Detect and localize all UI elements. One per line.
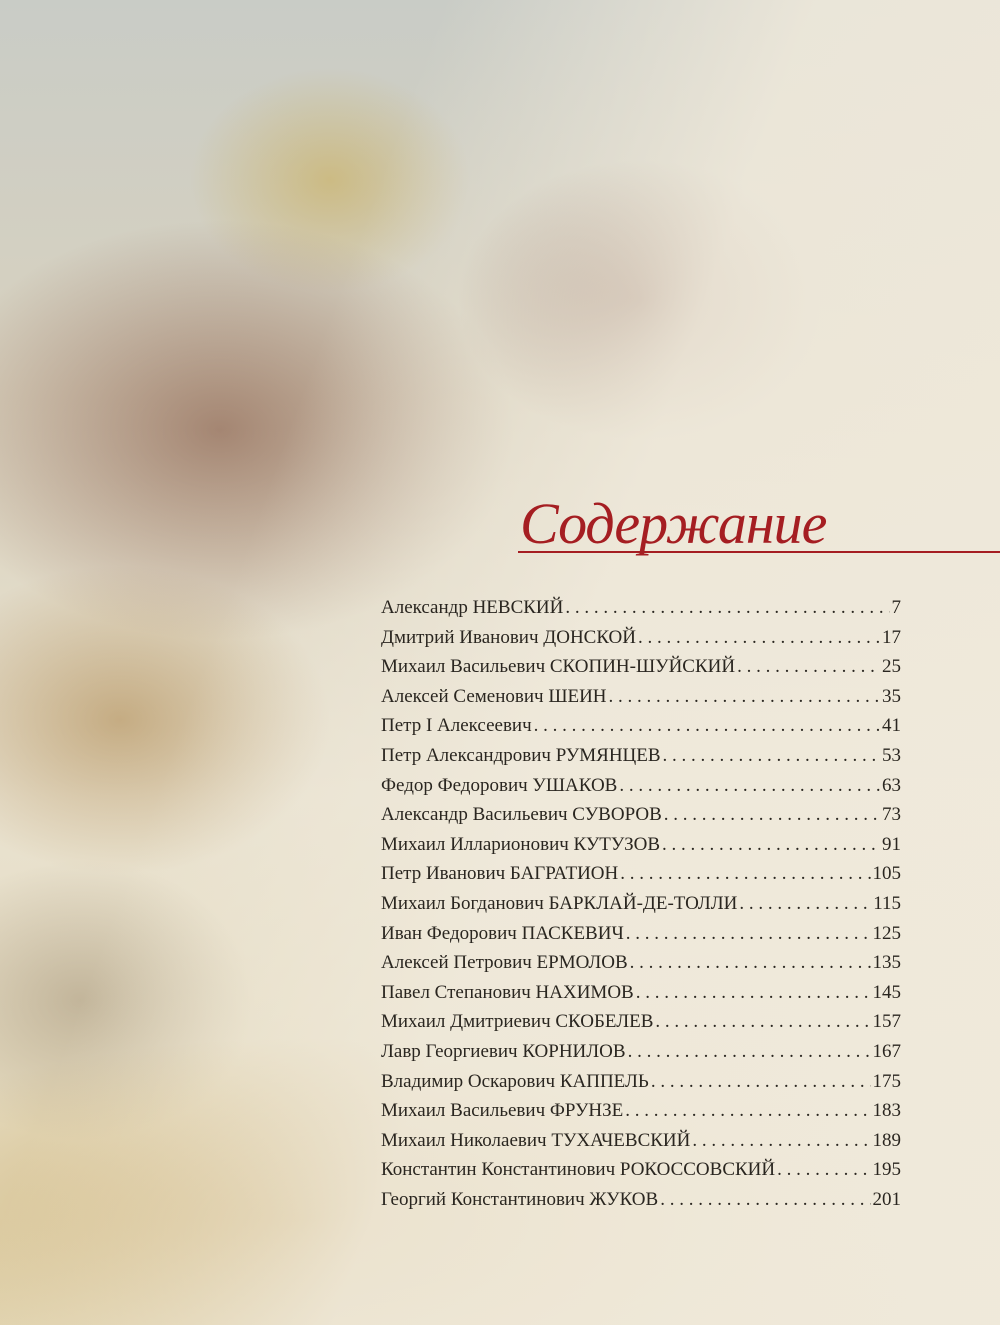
toc-entry-name: Владимир Оскарович КАППЕЛЬ [381,1070,649,1092]
dot-leader [663,745,880,767]
toc-entry-name: Михаил Дмитриевич СКОБЕЛЕВ [381,1011,654,1033]
toc-entry-name: Дмитрий Иванович ДОНСКОЙ [381,626,636,648]
dot-leader [534,715,880,737]
toc-entry[interactable]: Александр Васильевич СУВОРОВ 73 [381,804,901,834]
dot-leader [662,834,880,856]
toc-entry-page: 145 [872,981,902,1003]
toc-entry-page: 25 [882,656,901,678]
dot-leader [664,804,880,826]
toc-entry-name: Лавр Георгиевич КОРНИЛОВ [381,1040,626,1062]
toc-entry-page: 73 [882,804,901,826]
dot-leader [626,923,871,945]
toc-entry-page: 63 [882,774,901,796]
toc-entry-page: 125 [872,922,902,944]
toc-entry-page: 17 [882,626,901,648]
toc-entry[interactable]: Лавр Георгиевич КОРНИЛОВ 167 [381,1041,901,1071]
table-of-contents: Александр НЕВСКИЙ 7 Дмитрий Иванович ДОНСК… [381,597,901,1218]
toc-entry-name: Александр НЕВСКИЙ [381,597,564,618]
toc-entry-page: 201 [872,1188,902,1210]
toc-entry[interactable]: Михаил Дмитриевич СКОБЕЛЕВ 157 [381,1011,901,1041]
toc-entry[interactable]: Петр Александрович РУМЯНЦЕВ 53 [381,745,901,775]
toc-entry-page: 167 [872,1040,902,1062]
toc-entry-page: 115 [873,892,901,914]
toc-entry-page: 41 [882,715,901,737]
toc-entry-name: Петр I Алексеевич [381,715,532,737]
toc-entry[interactable]: Петр I Алексеевич 41 [381,715,901,745]
toc-entry[interactable]: Павел Степанович НАХИМОВ 145 [381,982,901,1012]
toc-entry-page: 35 [882,685,901,707]
toc-entry-name: Петр Иванович БАГРАТИОН [381,863,619,885]
toc-entry-name: Георгий Константинович ЖУКОВ [381,1188,659,1210]
toc-entry-name: Александр Васильевич СУВОРОВ [381,804,662,826]
page-title: Содержание [520,491,827,556]
toc-entry[interactable]: Михаил Васильевич ФРУНЗЕ 183 [381,1100,901,1130]
title-divider [518,551,1000,553]
toc-entry-name: Федор Федорович УШАКОВ [381,774,618,796]
toc-entry-page: 195 [872,1159,902,1181]
dot-leader [619,775,880,797]
toc-entry-name: Константин Константинович РОКОССОВСКИЙ [381,1159,776,1181]
toc-entry[interactable]: Дмитрий Иванович ДОНСКОЙ 17 [381,627,901,657]
toc-entry[interactable]: Михаил Николаевич ТУХАЧЕВСКИЙ 189 [381,1130,901,1160]
toc-entry[interactable]: Алексей Семенович ШЕИН 35 [381,686,901,716]
toc-entry[interactable]: Петр Иванович БАГРАТИОН 105 [381,863,901,893]
dot-leader [636,982,871,1004]
dot-leader [692,1130,870,1152]
dot-leader [737,656,880,678]
toc-entry[interactable]: Константин Константинович РОКОССОВСКИЙ 19… [381,1159,901,1189]
toc-entry[interactable]: Владимир Оскарович КАППЕЛЬ 175 [381,1071,901,1101]
toc-entry-page: 189 [872,1129,902,1151]
dot-leader [620,863,870,885]
toc-entry[interactable]: Михаил Васильевич СКОПИН-ШУЙСКИЙ 25 [381,656,901,686]
toc-entry-name: Петр Александрович РУМЯНЦЕВ [381,744,661,766]
toc-entry[interactable]: Михаил Илларионович КУТУЗОВ 91 [381,834,901,864]
toc-entry[interactable]: Иван Федорович ПАСКЕВИЧ 125 [381,923,901,953]
toc-entry[interactable]: Александр НЕВСКИЙ 7 [381,597,901,627]
toc-entry-page: 105 [872,863,902,885]
toc-entry[interactable]: Алексей Петрович ЕРМОЛОВ 135 [381,952,901,982]
dot-leader [628,1041,871,1063]
toc-entry-page: 157 [872,1011,902,1033]
toc-entry-name: Иван Федорович ПАСКЕВИЧ [381,922,624,944]
toc-entry-page: 175 [872,1070,902,1092]
dot-leader [565,597,889,619]
dot-leader [739,893,871,915]
toc-entry-name: Алексей Петрович ЕРМОЛОВ [381,952,628,974]
toc-entry[interactable]: Федор Федорович УШАКОВ 63 [381,775,901,805]
toc-entry-name: Михаил Васильевич ФРУНЗЕ [381,1100,624,1122]
toc-entry-page: 183 [872,1100,902,1122]
toc-entry[interactable]: Михаил Богданович БАРКЛАЙ-ДЕ-ТОЛЛИ 115 [381,893,901,923]
toc-entry-name: Алексей Семенович ШЕИН [381,685,607,707]
dot-leader [651,1071,871,1093]
dot-leader [777,1159,870,1181]
toc-entry-name: Михаил Богданович БАРКЛАЙ-ДЕ-ТОЛЛИ [381,892,738,914]
dot-leader [630,952,871,974]
toc-entry-page: 53 [882,744,901,766]
dot-leader [655,1011,870,1033]
dot-leader [638,627,880,649]
dot-leader [625,1100,870,1122]
dot-leader [660,1189,870,1211]
toc-entry[interactable]: Георгий Константинович ЖУКОВ 201 [381,1189,901,1219]
toc-entry-name: Михаил Николаевич ТУХАЧЕВСКИЙ [381,1129,691,1151]
toc-entry-name: Михаил Васильевич СКОПИН-ШУЙСКИЙ [381,656,736,678]
toc-entry-page: 91 [882,833,901,855]
toc-entry-name: Павел Степанович НАХИМОВ [381,981,634,1003]
toc-entry-page: 7 [891,597,902,618]
dot-leader [609,686,880,708]
toc-entry-page: 135 [872,952,902,974]
toc-entry-name: Михаил Илларионович КУТУЗОВ [381,833,661,855]
